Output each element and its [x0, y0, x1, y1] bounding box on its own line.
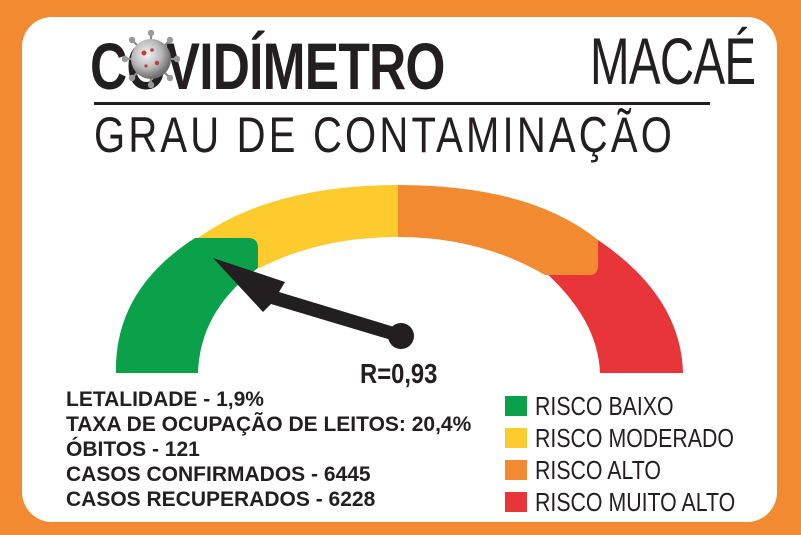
legend-swatch-green: [505, 396, 527, 416]
legend-item-risco-muito-alto: RISCO MUITO ALTO: [505, 486, 779, 518]
stat-casos-confirmados: CASOS CONFIRMADOS - 6445: [66, 463, 371, 486]
legend-label: RISCO ALTO: [535, 454, 661, 485]
gauge-needle: [213, 258, 414, 349]
stat-obitos: ÓBITOS - 121: [66, 438, 200, 461]
stat-letalidade: LETALIDADE - 1,9%: [66, 388, 264, 411]
page-subtitle: GRAU DE CONTAMINAÇÃO: [94, 107, 676, 163]
card-panel: [22, 17, 777, 522]
stats-block: LETALIDADE - 1,9% TAXA DE OCUPAÇÃO DE LE…: [66, 387, 471, 512]
stat-casos-recuperados: CASOS RECUPERADOS - 6228: [66, 488, 376, 511]
legend-item-risco-alto: RISCO ALTO: [505, 454, 779, 486]
legend-label: RISCO MUITO ALTO: [535, 486, 736, 517]
r-value-label: R=0,93: [360, 358, 438, 389]
legend-swatch-red: [505, 492, 527, 512]
gauge-segment-green: [115, 238, 258, 373]
legend-item-risco-baixo: RISCO BAIXO: [505, 390, 779, 422]
legend-swatch-yellow: [505, 428, 527, 448]
risk-legend: RISCO BAIXO RISCO MODERADO RISCO ALTO RI…: [505, 390, 779, 518]
legend-swatch-orange: [505, 460, 527, 480]
legend-item-risco-moderado: RISCO MODERADO: [505, 422, 779, 454]
title-light: MACAÉ: [590, 24, 756, 98]
gauge-segment-orange: [398, 185, 598, 275]
stat-ocupacao-leitos: TAXA DE OCUPAÇÃO DE LEITOS: 20,4%: [66, 413, 472, 436]
title-divider: [94, 102, 710, 105]
title-light-wrap: MACAÉ: [90, 24, 756, 99]
coronavirus-icon: [122, 30, 180, 88]
legend-label: RISCO MODERADO: [535, 422, 735, 453]
legend-label: RISCO BAIXO: [535, 390, 674, 421]
